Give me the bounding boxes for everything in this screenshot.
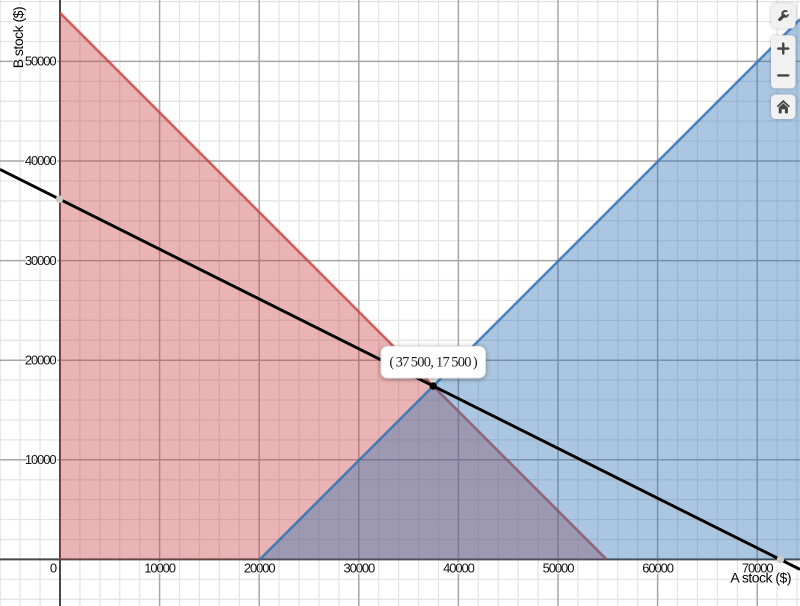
svg-text:10000: 10000 <box>144 561 176 576</box>
svg-text:B stock ($): B stock ($) <box>10 7 26 68</box>
svg-text:20000: 20000 <box>25 352 57 367</box>
svg-text:70000: 70000 <box>742 561 774 576</box>
svg-text:40000: 40000 <box>443 561 475 576</box>
svg-text:( 37 500, 17 500 ): ( 37 500, 17 500 ) <box>389 355 477 371</box>
svg-text:30000: 30000 <box>343 561 375 576</box>
svg-text:20000: 20000 <box>244 561 276 576</box>
svg-text:30000: 30000 <box>25 253 57 268</box>
svg-text:A stock ($): A stock ($) <box>730 569 791 585</box>
svg-text:10000: 10000 <box>25 452 57 467</box>
svg-text:0: 0 <box>50 561 57 576</box>
svg-text:40000: 40000 <box>25 153 57 168</box>
svg-text:50000: 50000 <box>25 54 57 69</box>
svg-text:50000: 50000 <box>543 561 575 576</box>
svg-text:60000: 60000 <box>642 561 674 576</box>
